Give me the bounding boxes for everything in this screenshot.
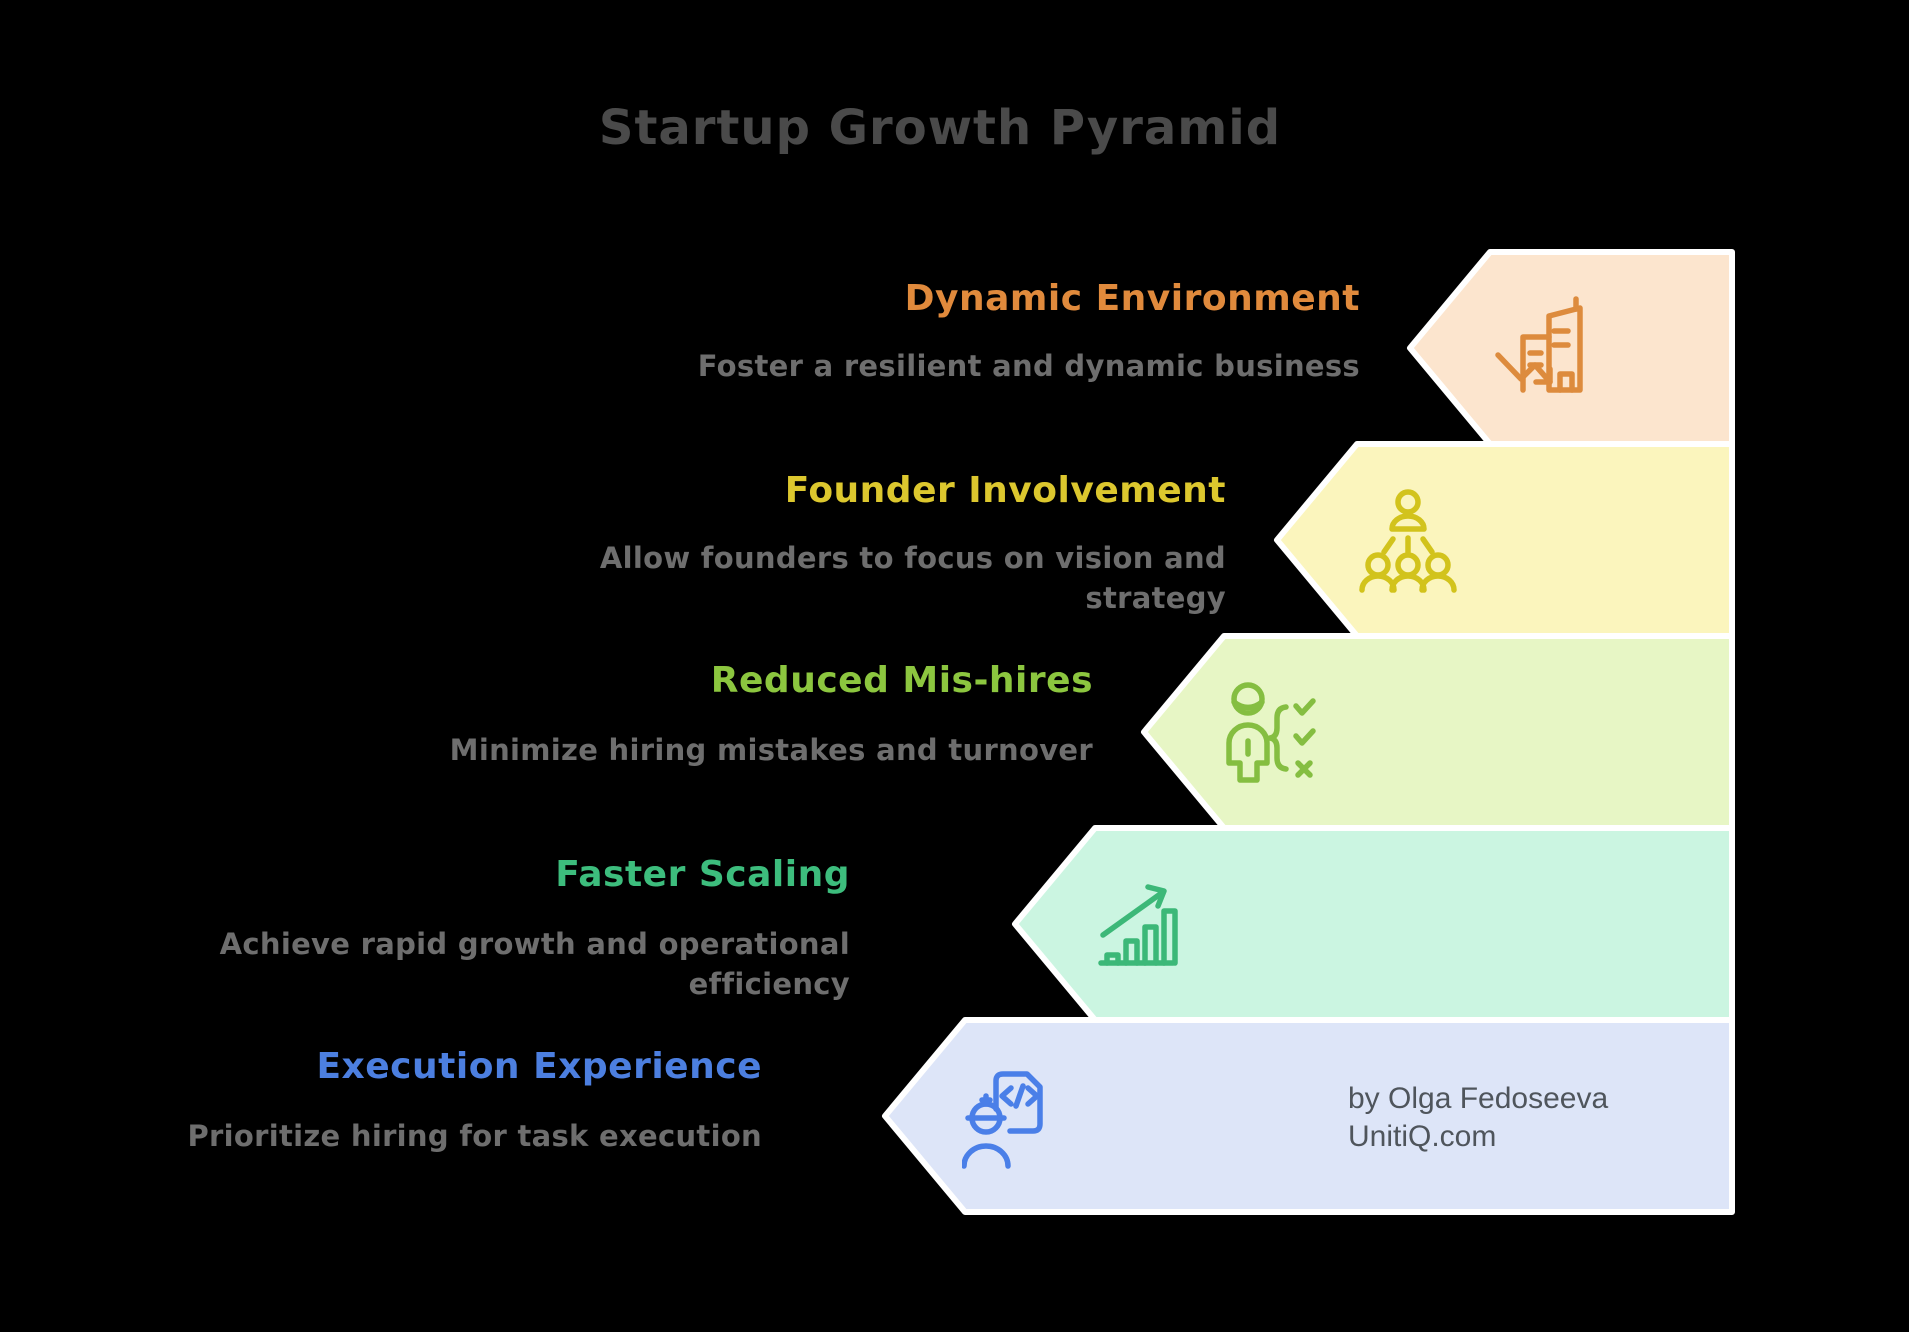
byline: by Olga Fedoseeva UnitiQ.com — [1348, 1080, 1608, 1156]
level-3-description: Minimize hiring mistakes and turnover — [449, 733, 1093, 767]
arrow-shape-level-5 — [882, 1017, 1735, 1215]
level-3-title: Reduced Mis-hires — [710, 660, 1093, 701]
delegation-icon — [1359, 489, 1457, 593]
level-1-description: Foster a resilient and dynamic business — [697, 349, 1360, 383]
level-4-description: Achieve rapid growth and operational eff… — [219, 927, 850, 1001]
level-5-description: Prioritize hiring for task execution — [187, 1119, 762, 1153]
arrow-shape-level-2 — [1274, 441, 1735, 639]
building-decline-icon — [1495, 296, 1583, 393]
byline-author: by Olga Fedoseeva — [1348, 1082, 1609, 1115]
level-5-title: Execution Experience — [316, 1046, 762, 1087]
level-4-title: Faster Scaling — [555, 854, 850, 895]
level-2-description: Allow founders to focus on vision and st… — [599, 541, 1226, 615]
level-1-title: Dynamic Environment — [904, 278, 1360, 319]
page-title: Startup Growth Pyramid — [598, 100, 1282, 156]
level-2-title: Founder Involvement — [784, 470, 1226, 511]
engineer-code-icon — [962, 1071, 1043, 1169]
byline-site: UnitiQ.com — [1348, 1120, 1497, 1153]
growth-chart-icon — [1098, 884, 1178, 966]
candidate-checklist-icon — [1226, 682, 1316, 783]
